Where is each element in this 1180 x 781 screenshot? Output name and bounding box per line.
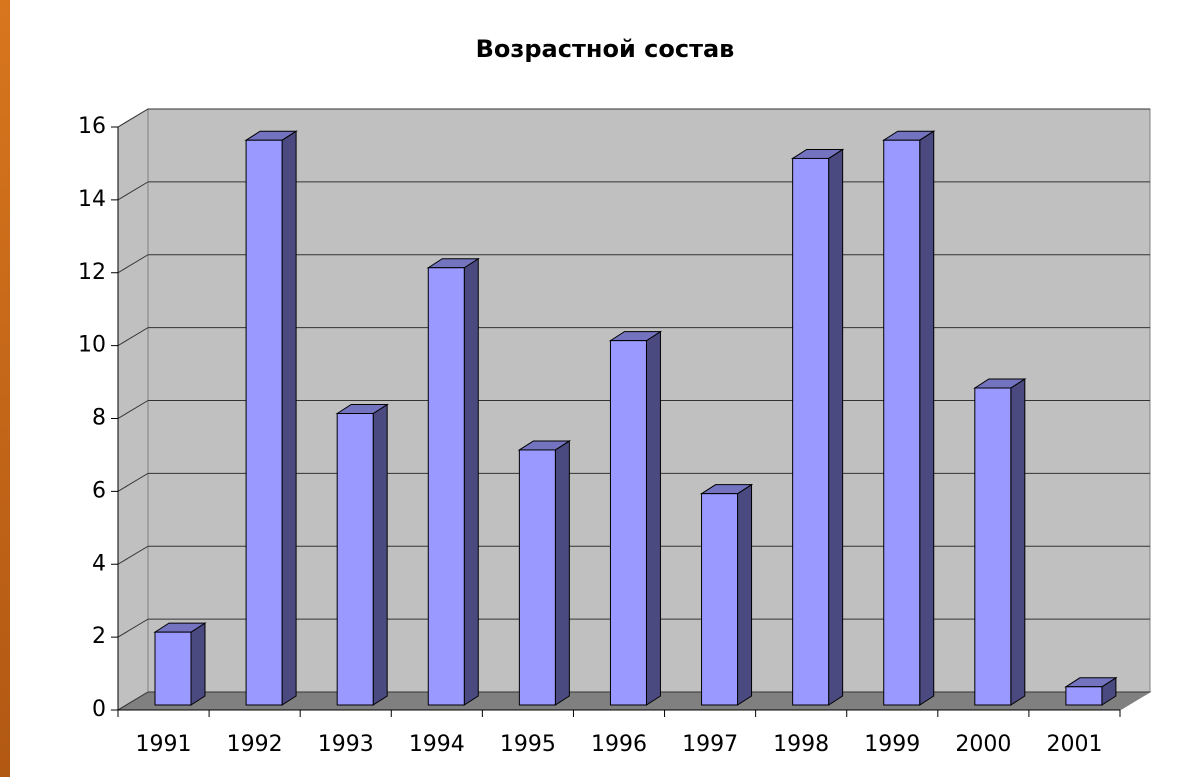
x-tick-label: 1994 <box>409 732 465 757</box>
grid-line-side <box>117 691 149 711</box>
x-tick-label: 1993 <box>318 732 374 757</box>
grid-line-side <box>117 108 149 128</box>
x-tick-label: 1999 <box>864 732 920 757</box>
x-tick-label: 2001 <box>1046 732 1102 757</box>
grid-line-side <box>117 545 149 565</box>
grid-line-side <box>117 400 149 419</box>
grid-line-side <box>117 254 149 274</box>
grid-line-side <box>117 472 149 492</box>
y-tick-label: 2 <box>92 624 106 649</box>
y-tick-label: 6 <box>92 478 106 503</box>
chart-title: Возрастной состав <box>476 35 735 63</box>
bar <box>701 493 739 706</box>
bar-side <box>281 130 297 706</box>
y-tick-label: 14 <box>78 187 106 212</box>
bar <box>1065 686 1103 706</box>
x-tick-label: 1996 <box>591 732 647 757</box>
y-tick-label: 12 <box>78 260 106 285</box>
bar-side <box>645 330 661 706</box>
y-tick-label: 10 <box>78 333 106 358</box>
x-tick-label: 1995 <box>500 732 556 757</box>
bar <box>792 157 830 706</box>
bar-side <box>554 440 570 706</box>
y-tick-label: 4 <box>92 551 106 576</box>
bar-side <box>1010 378 1026 706</box>
x-tick-label: 1992 <box>227 732 283 757</box>
bar-side <box>463 257 479 706</box>
grid-line-side <box>117 327 149 347</box>
bar-side <box>190 622 206 706</box>
bar <box>518 449 556 706</box>
bar-side <box>737 483 753 706</box>
x-tick-label: 1991 <box>136 732 192 757</box>
grid-line-side <box>117 181 149 201</box>
grid-line-side <box>117 618 149 638</box>
bar <box>974 387 1012 706</box>
bar <box>154 631 192 706</box>
bar-side <box>828 148 844 706</box>
x-tick-label: 1997 <box>682 732 738 757</box>
bar-side <box>372 403 388 706</box>
bar <box>427 267 465 706</box>
bar-side <box>919 130 935 706</box>
bar <box>245 139 283 706</box>
bar <box>883 139 921 706</box>
y-tick-label: 0 <box>92 697 106 722</box>
y-tick-label: 16 <box>78 114 106 139</box>
y-tick-label: 8 <box>92 406 106 431</box>
bar <box>609 340 647 706</box>
x-tick-label: 2000 <box>955 732 1011 757</box>
x-tick-label: 1998 <box>773 732 829 757</box>
bar <box>336 413 374 706</box>
